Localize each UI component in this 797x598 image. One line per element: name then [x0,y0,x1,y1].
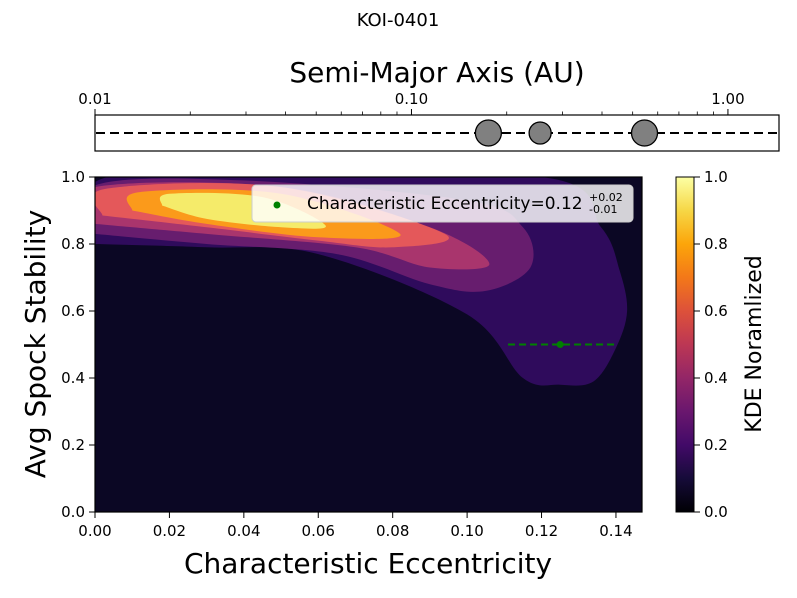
legend-marker [273,201,281,209]
colorbar: 0.0 0.2 0.4 0.6 0.8 1.0 KDE Noramlized [675,168,767,521]
x-tick-label: 0.06 [302,522,335,540]
x-tick-label: 0.10 [450,522,483,540]
planet-marker [474,119,503,147]
legend: Characteristic Eccentricity=0.12 +0.02 -… [251,184,634,223]
kde-y-ticks: 0.0 0.2 0.4 0.6 0.8 1.0 [61,168,95,521]
y-tick-label: 0.0 [61,503,85,521]
x-tick-label: 0.00 [78,522,111,540]
colorbar-tick-label: 0.6 [704,302,728,320]
y-tick-label: 0.6 [61,302,85,320]
colorbar-tick-label: 0.8 [704,235,728,253]
x-tick-label: 0.04 [227,522,260,540]
legend-plus: +0.02 [589,191,623,204]
legend-label-main: Characteristic Eccentricity=0.12 [307,194,583,214]
y-tick-label: 1.0 [61,168,85,186]
legend-box [251,184,634,223]
kde-panel: Characteristic Eccentricity=0.12 +0.02 -… [19,168,643,580]
sma-tick-label: 0.01 [78,90,111,108]
colorbar-ticks: 0.0 0.2 0.4 0.6 0.8 1.0 [694,168,728,521]
legend-label: Characteristic Eccentricity=0.12 [307,194,583,214]
kde-frame [94,176,643,513]
sma-tick-label: 0.10 [395,90,428,108]
estimate-layer [508,341,616,348]
kde-x-ticks: 0.00 0.02 0.04 0.06 0.08 0.10 0.12 0.14 [78,512,633,540]
x-tick-label: 0.12 [525,522,558,540]
sma-planets [474,119,659,147]
x-tick-label: 0.02 [153,522,186,540]
sma-tick-label: 1.00 [711,90,744,108]
y-tick-label: 0.8 [61,235,85,253]
x-tick-label: 0.14 [599,522,632,540]
colorbar-gradient [675,176,695,513]
x-tick-label: 0.08 [376,522,409,540]
colorbar-label: KDE Noramlized [742,255,767,432]
sma-panel: Semi-Major Axis (AU) 0.01 0.10 1.00 [78,56,780,152]
y-tick-label: 0.4 [61,369,85,387]
y-tick-label: 0.2 [61,436,85,454]
sma-axis-label: Semi-Major Axis (AU) [289,56,584,89]
colorbar-tick-label: 1.0 [704,168,728,186]
planet-marker [630,119,659,147]
y-axis-label: Avg Spock Stability [19,210,52,479]
planet-marker [528,121,552,145]
figure-title: KOI-0401 [357,10,440,31]
estimate-point [556,341,564,348]
colorbar-tick-label: 0.0 [704,503,728,521]
sma-frame [94,114,780,152]
colorbar-tick-label: 0.4 [704,369,728,387]
x-axis-label: Characteristic Eccentricity [184,547,552,580]
colorbar-tick-label: 0.2 [704,436,728,454]
sma-ticks: 0.01 0.10 1.00 [78,90,745,115]
legend-minus: -0.01 [589,203,617,216]
